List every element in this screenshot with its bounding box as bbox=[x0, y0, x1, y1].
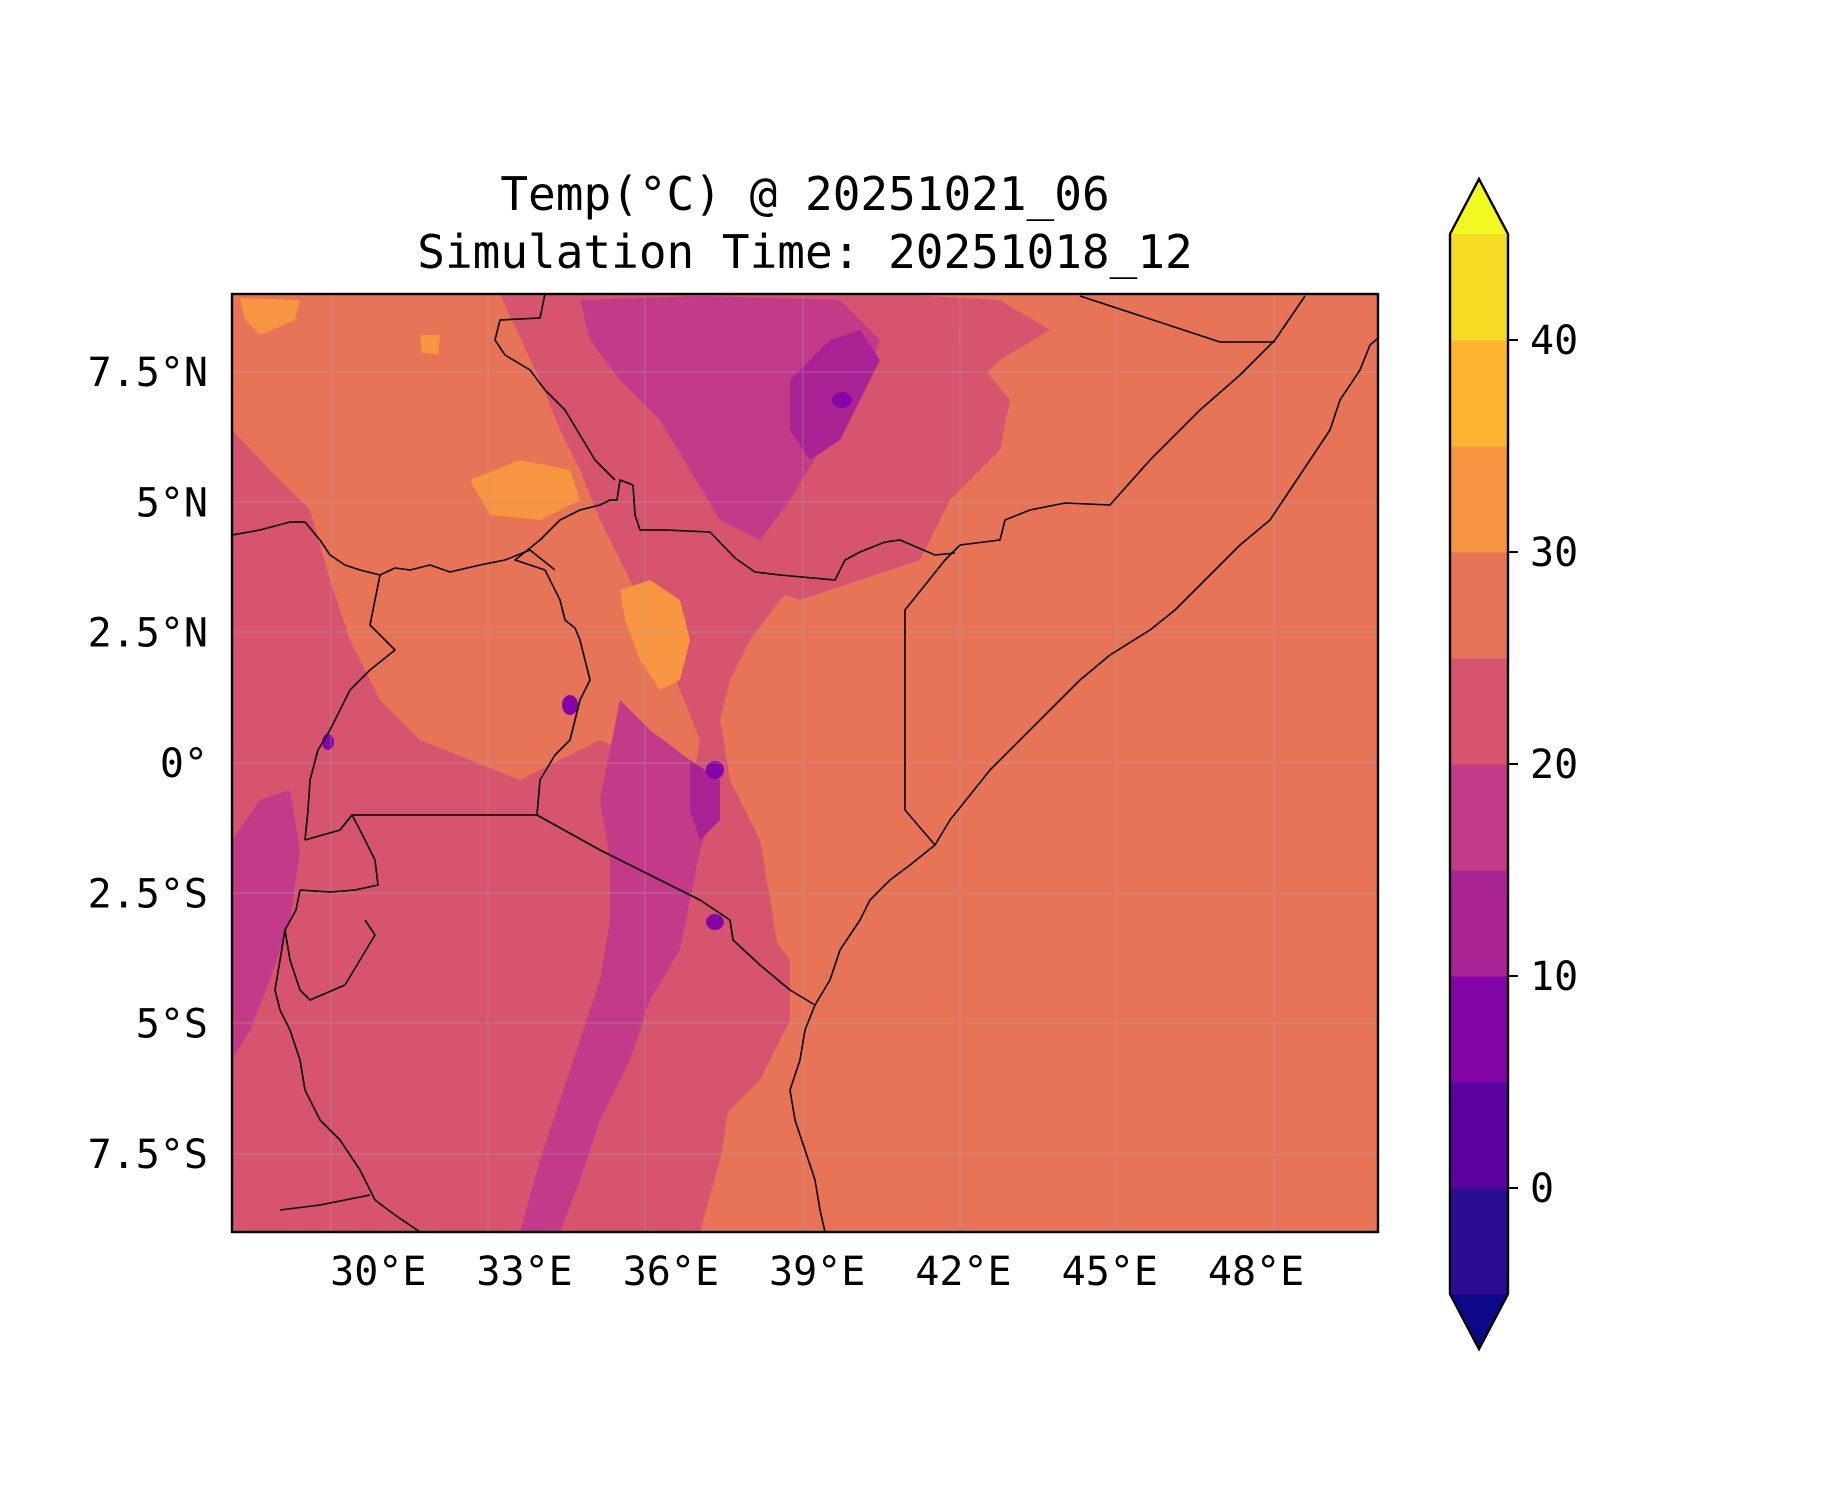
colorbar-segment bbox=[1450, 976, 1508, 1083]
x-tick-label: 30°E bbox=[330, 1249, 426, 1295]
x-tick-label: 48°E bbox=[1208, 1249, 1304, 1295]
colorbar-tick-label: 30 bbox=[1530, 530, 1578, 576]
colorbar-segment bbox=[1450, 234, 1508, 341]
y-tick-label: 2.5°S bbox=[88, 871, 208, 917]
x-tick-label: 42°E bbox=[915, 1249, 1011, 1295]
x-tick-label: 36°E bbox=[623, 1249, 719, 1295]
x-tick-label: 33°E bbox=[476, 1249, 572, 1295]
y-tick-label: 5°N bbox=[136, 480, 208, 526]
colorbar-segment bbox=[1450, 552, 1508, 659]
warm-patch-north bbox=[420, 335, 440, 355]
colorbar-extend-min bbox=[1450, 1294, 1508, 1349]
y-tick-label: 0° bbox=[160, 741, 208, 787]
x-tick-label: 45°E bbox=[1062, 1249, 1158, 1295]
colorbar-segment bbox=[1450, 764, 1508, 871]
colorbar-segment bbox=[1450, 1188, 1508, 1295]
colorbar-segment bbox=[1450, 870, 1508, 977]
colorbar-segment bbox=[1450, 658, 1508, 765]
map-title-line-1: Temp(°C) @ 20251021_06 bbox=[500, 167, 1109, 221]
colorbar-segment bbox=[1450, 446, 1508, 553]
map-panel bbox=[232, 294, 1378, 1232]
y-tick-label: 2.5°N bbox=[88, 611, 208, 657]
colorbar-tick-label: 10 bbox=[1530, 954, 1578, 1000]
colorbar-segment bbox=[1450, 1082, 1508, 1189]
cold-spot-highlands bbox=[832, 392, 852, 408]
cold-spot-rwenzori bbox=[322, 734, 334, 750]
colorbar-tick-label: 20 bbox=[1530, 742, 1578, 788]
colorbar-tick-label: 40 bbox=[1530, 318, 1578, 364]
colorbar-extend-max bbox=[1450, 179, 1508, 234]
cold-spot-mt-elgon bbox=[562, 695, 578, 715]
x-axis-tick-labels: 30°E 33°E 36°E 39°E 42°E 45°E 48°E bbox=[330, 1249, 1304, 1295]
map-title-line-2: Simulation Time: 20251018_12 bbox=[417, 225, 1192, 279]
cold-spot-mt-kenya bbox=[706, 761, 724, 779]
colorbar-segment bbox=[1450, 340, 1508, 447]
colorbar-tick-label: 0 bbox=[1530, 1166, 1554, 1212]
x-tick-label: 39°E bbox=[769, 1249, 865, 1295]
y-tick-label: 7.5°S bbox=[88, 1132, 208, 1178]
y-axis-tick-labels: 7.5°N 5°N 2.5°N 0° 2.5°S 5°S 7.5°S bbox=[88, 350, 208, 1178]
colorbar: 0 10 20 30 40 bbox=[1450, 179, 1578, 1349]
y-tick-label: 7.5°N bbox=[88, 350, 208, 396]
y-tick-label: 5°S bbox=[136, 1002, 208, 1048]
cold-spot-kilimanjaro bbox=[706, 914, 724, 930]
